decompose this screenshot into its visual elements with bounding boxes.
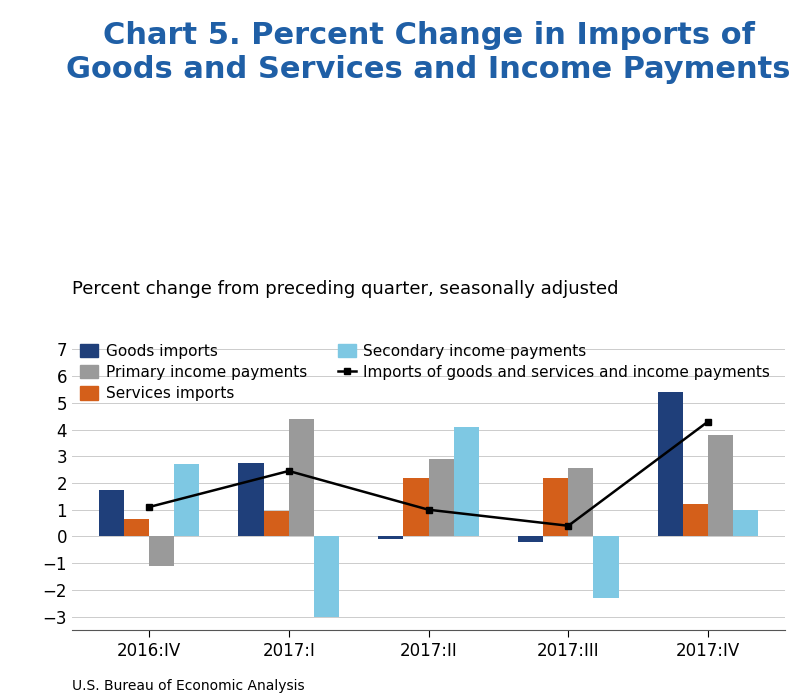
Bar (429, 459, 453, 536)
Text: Percent change from preceding quarter, seasonally adjusted: Percent change from preceding quarter, s… (72, 280, 618, 298)
Bar (378, 536, 404, 539)
Bar (174, 464, 199, 536)
Legend: Goods imports, Primary income payments, Services imports, Secondary income payme: Goods imports, Primary income payments, … (80, 344, 771, 401)
Bar (518, 536, 543, 542)
Bar (404, 477, 429, 536)
Bar (99, 490, 124, 536)
Bar (124, 519, 149, 536)
Bar (569, 468, 594, 536)
Bar (708, 435, 733, 536)
Bar (264, 511, 288, 536)
Bar (288, 419, 314, 536)
Bar (453, 427, 479, 536)
Bar (733, 510, 759, 536)
Bar (314, 536, 339, 617)
Bar (658, 392, 683, 536)
Bar (594, 536, 618, 598)
Bar (149, 536, 174, 566)
Text: U.S. Bureau of Economic Analysis: U.S. Bureau of Economic Analysis (72, 679, 304, 693)
Text: Chart 5. Percent Change in Imports of
Goods and Services and Income Payments: Chart 5. Percent Change in Imports of Go… (66, 21, 791, 83)
Bar (239, 463, 264, 536)
Bar (543, 477, 569, 536)
Bar (683, 505, 708, 536)
